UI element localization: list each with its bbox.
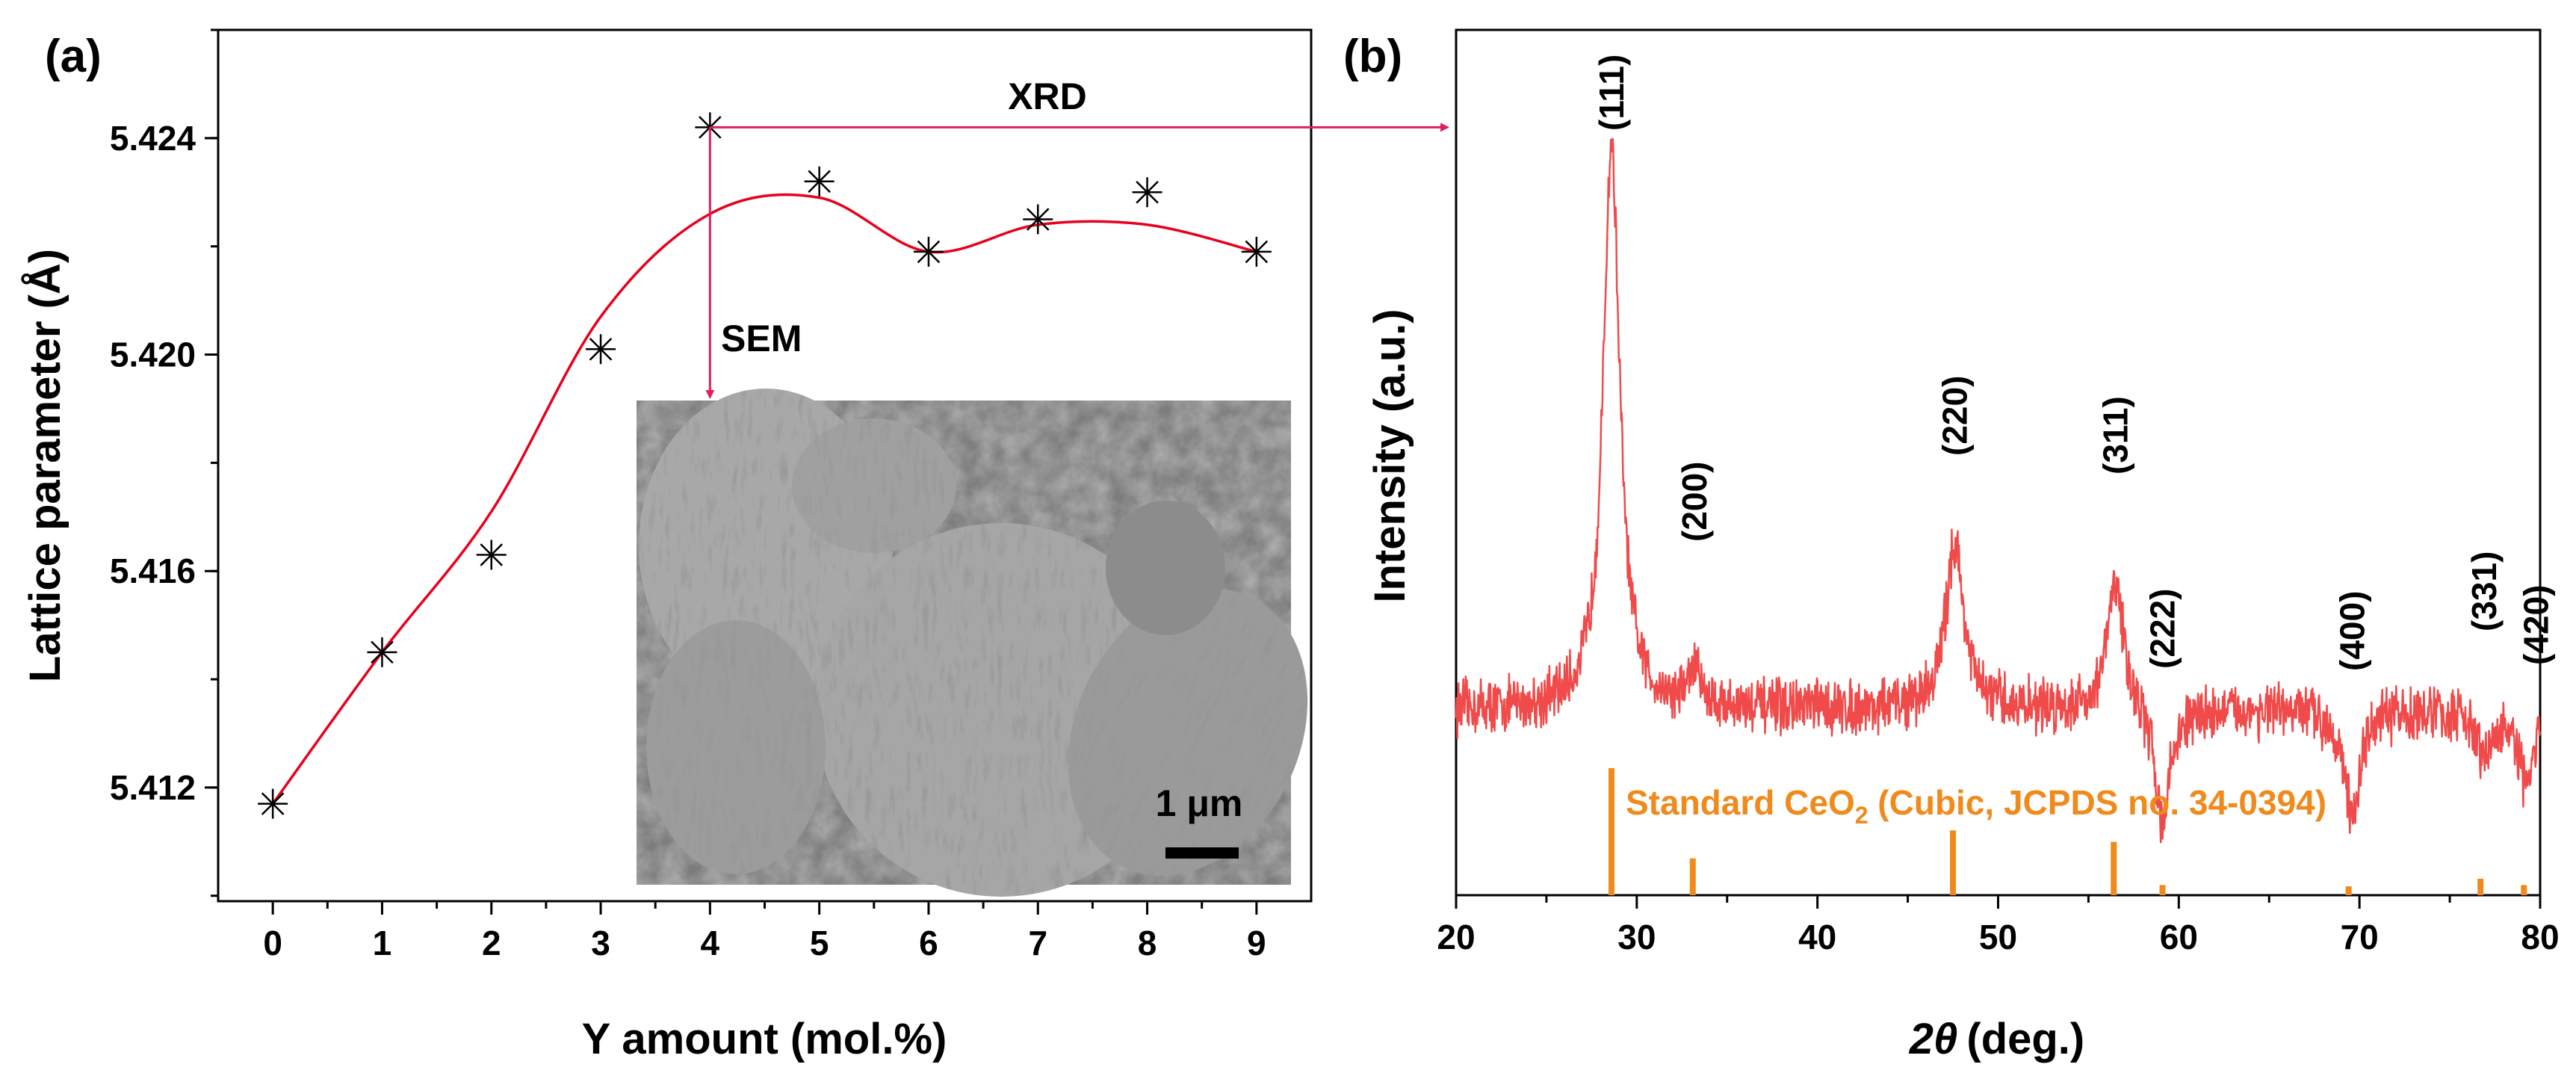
peak-label: (222)	[2143, 589, 2182, 669]
reference-lines	[1608, 768, 2527, 895]
x-tick-label: 0	[263, 924, 282, 962]
data-point	[1241, 236, 1272, 267]
plot-frame-b	[1455, 28, 2542, 897]
x-tick-label: 7	[1028, 924, 1047, 962]
sem-label: SEM	[721, 318, 802, 359]
x-tick-label: 8	[1138, 924, 1157, 962]
x-tick-label: 40	[1798, 918, 1836, 956]
x-tick-label: 6	[919, 924, 938, 962]
peak-label: (400)	[2332, 591, 2371, 671]
x-axis-title-a: Y amount (mol.%)	[582, 1015, 947, 1063]
xrd-label: XRD	[1008, 75, 1087, 117]
x-tick-label: 70	[2341, 918, 2379, 956]
reference-label: Standard CeO2 (Cubic, JCPDS no. 34-0394)	[1626, 783, 2326, 829]
y-axis-title-a: Lattice parameter (Å)	[21, 249, 69, 682]
y-tick-label: 5.412	[110, 768, 196, 807]
y-axis-title-b: Intensity (a.u.)	[1366, 309, 1414, 602]
x-axis-title-b: 2θ (deg.)	[1909, 1015, 2084, 1063]
peak-label: (200)	[1675, 462, 1714, 542]
data-point	[258, 788, 288, 819]
x-tick-label: 50	[1979, 918, 2017, 956]
x-tick-label: 2	[482, 924, 501, 962]
peak-label: (311)	[2096, 396, 2135, 474]
sem-inset-image: 1 μm	[637, 389, 1308, 897]
peak-label: (331)	[2465, 551, 2504, 631]
data-point	[804, 166, 835, 197]
x-tick-label: 3	[591, 924, 610, 962]
x-tick-label: 80	[2521, 918, 2559, 956]
data-point	[1023, 204, 1053, 235]
x-ticks-a: 0 1 2 3 4 5 6 7 8 9	[263, 901, 1266, 962]
x-ticks-b: 20 30 40 50 60 70 80	[1437, 895, 2560, 956]
peak-label: (220)	[1935, 376, 1974, 456]
two-theta-symbol: 2θ	[1909, 1015, 1958, 1063]
y-tick-label: 5.416	[110, 551, 196, 590]
panel-a-label: (a)	[45, 31, 102, 82]
y-ticks-a: 5.412 5.416 5.420 5.424	[110, 28, 218, 897]
peak-label: (111)	[1592, 55, 1631, 131]
peak-labels: (111) (200) (220) (311) (222) (400) (331) (420)	[1592, 55, 2556, 671]
xrd-panel: (b) 20 30 40 50 60 70 80 2θ (deg.) Intensity (a…	[1343, 28, 2560, 1063]
data-point	[913, 236, 944, 267]
x-tick-label: 1	[373, 924, 392, 962]
x-tick-label: 4	[701, 924, 720, 962]
x-tick-label: 60	[2160, 918, 2198, 956]
x-axis-unit-b: (deg.)	[1966, 1015, 2084, 1063]
lattice-parameter-panel: (a) 0 1 2 3 4 5 6 7 8 9 5.412 5.416 5.420 5.424 Y am…	[21, 28, 1449, 1063]
y-tick-label: 5.420	[110, 336, 196, 374]
x-tick-label: 9	[1247, 924, 1266, 962]
x-tick-label: 20	[1437, 918, 1475, 956]
x-tick-label: 5	[810, 924, 829, 962]
data-point	[367, 637, 397, 667]
scale-bar	[1165, 847, 1239, 859]
y-tick-label: 5.424	[110, 119, 196, 158]
data-point	[1132, 177, 1162, 208]
scale-bar-label: 1 μm	[1156, 782, 1243, 824]
panel-b-label: (b)	[1343, 31, 1402, 82]
xrd-pattern	[1455, 137, 2542, 844]
fit-curve	[271, 193, 1257, 805]
data-point	[476, 540, 507, 570]
data-point	[586, 334, 616, 365]
x-tick-label: 30	[1617, 918, 1656, 956]
peak-label: (420)	[2517, 585, 2556, 665]
